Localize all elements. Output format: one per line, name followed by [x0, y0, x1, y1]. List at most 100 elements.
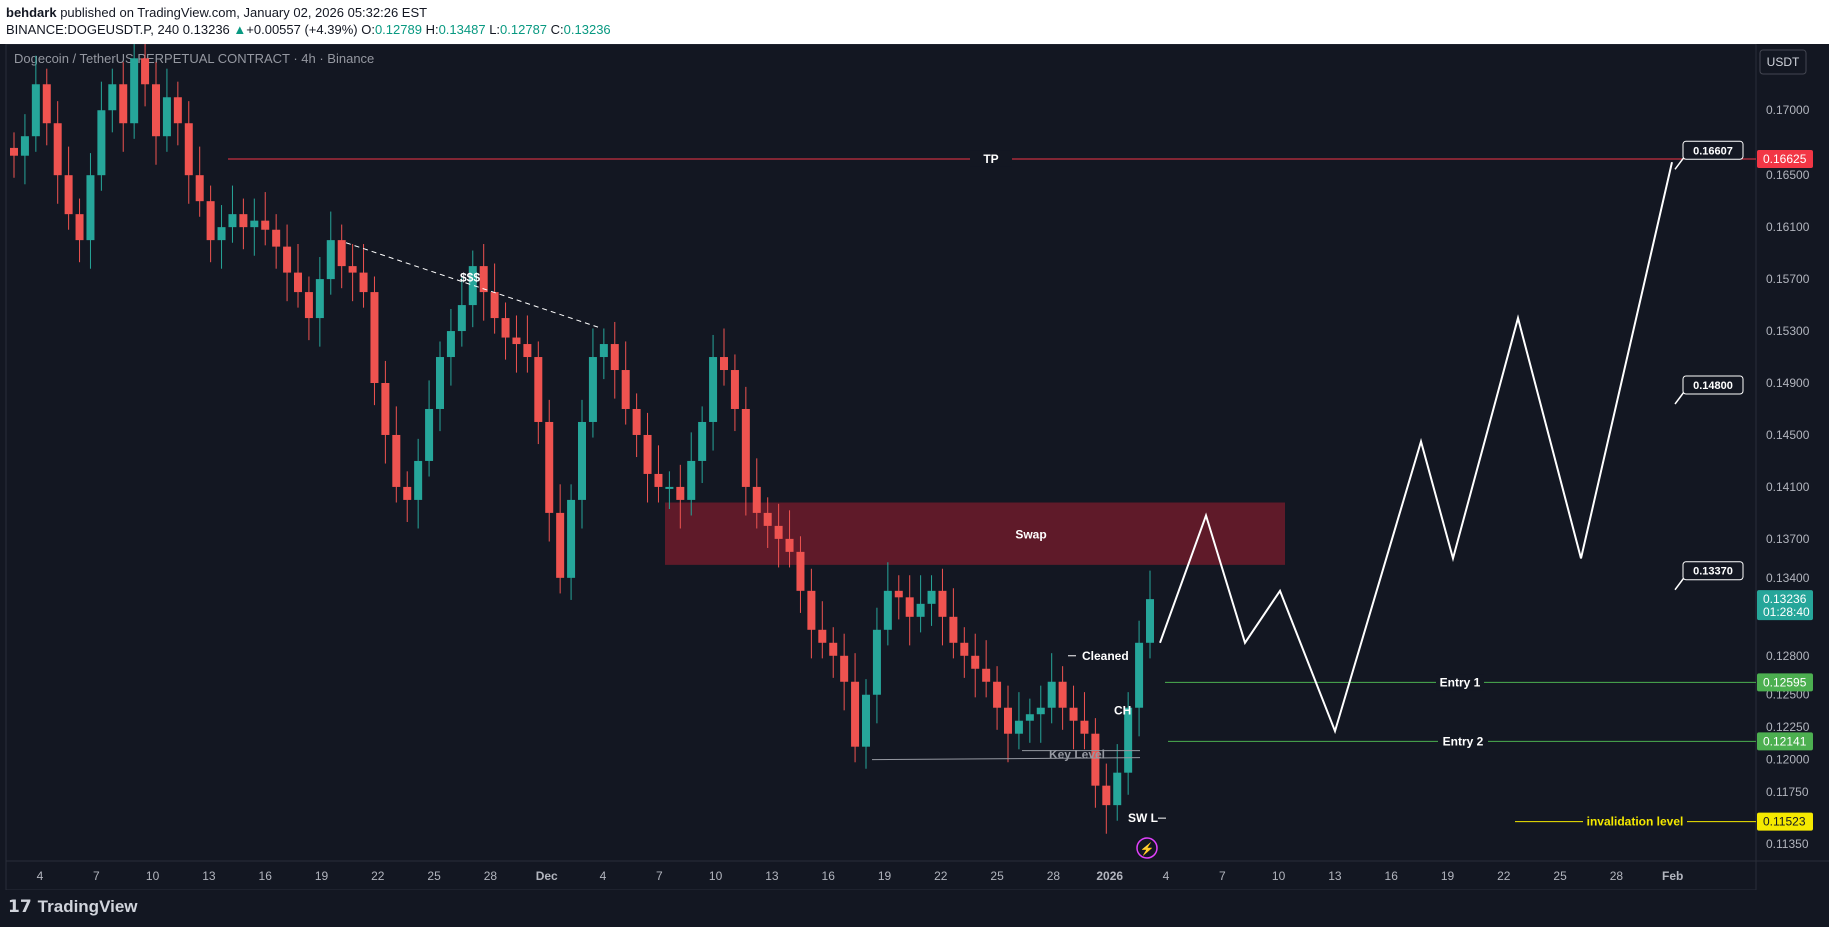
time-tick-label: 22 [934, 869, 948, 883]
currency-button-label: USDT [1767, 55, 1800, 69]
cleaned-label: Cleaned [1082, 649, 1129, 663]
invalidation-label-bg [1583, 813, 1687, 830]
price-label-box [1757, 149, 1813, 168]
candle-body [1102, 785, 1111, 806]
tradingview-logo[interactable]: 17 TradingView [8, 897, 138, 917]
candle-body [1113, 772, 1122, 806]
change-up-icon: ▲ [233, 22, 247, 37]
swap-zone-label: Swap [1015, 528, 1046, 542]
currency-button[interactable] [1759, 49, 1807, 75]
candle-body [654, 473, 663, 487]
candle-body [993, 681, 1002, 708]
time-tick-label: 28 [1047, 869, 1061, 883]
entry-1-label: Entry 1 [1440, 675, 1481, 689]
high-value: 0.13487 [438, 22, 486, 37]
candle-body [730, 370, 739, 409]
key-level-line [871, 757, 1141, 761]
price-label-text: 0.13236 [1763, 592, 1807, 606]
price-label-box [1757, 812, 1813, 831]
candle-body [1069, 707, 1078, 721]
open-label: O: [361, 22, 375, 37]
entry-2-label-bg [1438, 733, 1488, 750]
candle-body [250, 220, 259, 228]
candle-body [184, 123, 193, 176]
candle-body [785, 538, 794, 552]
candle-body [53, 123, 62, 176]
candle-body [720, 357, 728, 371]
lightning-icon-circle[interactable] [1136, 837, 1158, 859]
candle-body [359, 272, 368, 293]
time-tick-label: 13 [1328, 869, 1342, 883]
candle-body [326, 240, 335, 280]
price-label-box [1757, 732, 1813, 751]
time-tick-label: Dec [536, 869, 558, 883]
candle-body [862, 694, 870, 747]
candle-body [370, 292, 379, 384]
time-tick-label: 22 [371, 869, 385, 883]
time-tick-label: 7 [656, 869, 663, 883]
candle-body [457, 305, 466, 332]
price-label-box [1757, 590, 1813, 621]
publish-info: behdark published on TradingView.com, Ja… [6, 5, 427, 20]
price-tick-label: 0.17000 [1766, 103, 1810, 117]
time-tick-label: 10 [709, 869, 723, 883]
candle-body [381, 383, 390, 435]
candle-body [872, 629, 881, 695]
axis-layer: 0.17000 0.16500 0.16100 0.15700 0.15300 0.149… [37, 103, 1813, 883]
candle-body [501, 318, 510, 338]
change-value: +0.00557 (+4.39%) [246, 22, 358, 37]
drawing-layer: TP Entry 1 Entry 2 invalidation level Key Le… [228, 140, 1756, 830]
time-tick-label: 4 [600, 869, 607, 883]
candle-body [479, 266, 488, 293]
candle-body [20, 136, 29, 156]
key-level-label: Key Level [1049, 748, 1105, 762]
price-tick-label: 0.15700 [1766, 272, 1810, 286]
tradingview-logo-text: TradingView [37, 897, 138, 916]
candle-body [949, 616, 958, 643]
tradingview-logo-icon: 17 [8, 897, 32, 917]
candle-body [894, 590, 903, 598]
publish-header: behdark published on TradingView.com, Ja… [0, 0, 1829, 44]
candle-body [119, 84, 128, 124]
candle-body [228, 214, 237, 228]
price-tick-label: 0.11350 [1766, 837, 1809, 851]
swing-low-label: SW L [1128, 811, 1158, 825]
candle-body [774, 525, 783, 539]
price-tick-label: 0.12000 [1766, 753, 1810, 767]
candle-body [763, 512, 772, 526]
time-tick-label: 13 [202, 869, 216, 883]
high-label: H: [425, 22, 439, 37]
time-tick-label: 19 [878, 869, 892, 883]
candle-body [141, 58, 150, 85]
candle-body [523, 344, 532, 358]
candle-body [217, 227, 226, 241]
time-tick-label: 16 [822, 869, 836, 883]
candle-body [468, 266, 477, 306]
candle-body [883, 590, 892, 630]
ch-label: CH [1114, 703, 1131, 717]
candle-body [75, 214, 84, 241]
candle-body [206, 201, 215, 241]
candle-body [294, 272, 302, 293]
price-tick-label: 0.12800 [1766, 649, 1810, 663]
price-tick-label: 0.14100 [1766, 480, 1810, 494]
callout-value: 0.14800 [1693, 380, 1733, 392]
candle-body [403, 486, 412, 500]
callout-box [1682, 561, 1744, 581]
candle-body [1080, 720, 1089, 734]
author-name[interactable]: behdark [6, 5, 57, 20]
candle-layer [10, 44, 1154, 834]
callout-value: 0.13370 [1693, 566, 1733, 578]
candle-body [818, 629, 827, 643]
candle-body [1124, 707, 1133, 773]
candle-body [567, 499, 576, 578]
candle-body [741, 408, 750, 487]
candle-body [1047, 681, 1056, 708]
price-tick-label: 0.15300 [1766, 324, 1810, 338]
callout-value: 0.16607 [1693, 145, 1733, 157]
price-chart[interactable]: Dogecoin / TetherUS PERPETUAL CONTRACT ·… [0, 44, 1829, 890]
zone-layer: Swap [665, 502, 1285, 565]
candle-body [261, 220, 270, 230]
time-tick-label: 10 [146, 869, 160, 883]
price-tick-label: 0.13700 [1766, 532, 1810, 546]
